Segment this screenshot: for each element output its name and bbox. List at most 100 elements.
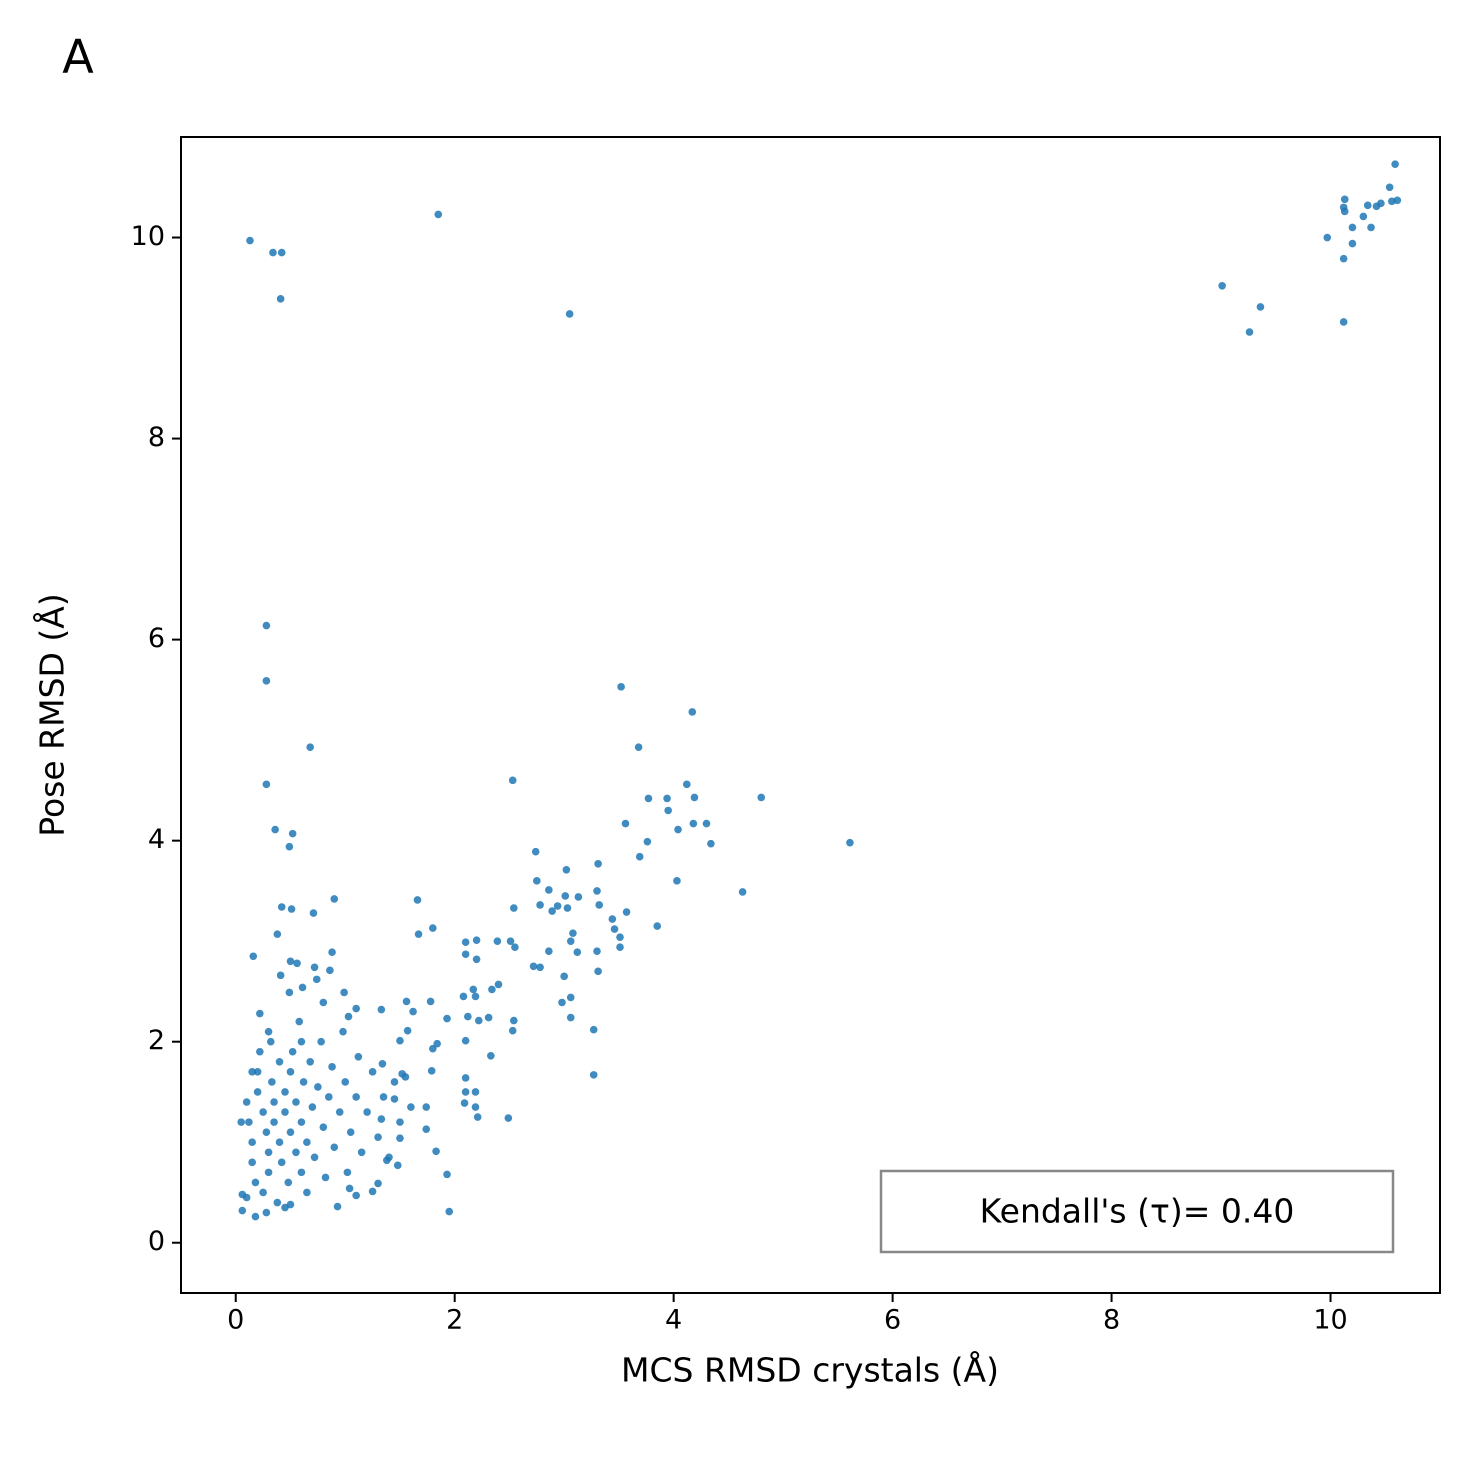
point	[352, 1093, 360, 1101]
point	[319, 998, 328, 1007]
point	[259, 1188, 267, 1197]
point	[508, 776, 517, 785]
point	[390, 1078, 399, 1086]
point	[558, 998, 566, 1007]
y-tick-label: 6	[148, 623, 165, 654]
point	[330, 895, 339, 903]
point	[249, 952, 258, 961]
point	[393, 1161, 402, 1170]
point	[256, 1009, 264, 1018]
point	[688, 708, 697, 716]
point	[248, 1158, 256, 1167]
point	[616, 943, 624, 952]
point	[644, 794, 653, 803]
point	[663, 794, 671, 803]
x-axis-label: MCS RMSD crystals (Å)	[621, 1350, 999, 1390]
point	[566, 1013, 575, 1022]
point	[593, 887, 601, 895]
x-tick-label: 8	[1103, 1305, 1120, 1336]
point	[287, 905, 296, 913]
point	[339, 1027, 347, 1036]
point	[343, 1168, 352, 1177]
point	[266, 1037, 275, 1046]
point	[562, 866, 571, 874]
y-tick-label: 8	[148, 422, 165, 453]
point	[281, 1088, 289, 1096]
point	[308, 1103, 317, 1111]
x-tick-label: 6	[884, 1305, 901, 1336]
point	[702, 819, 711, 828]
point	[533, 877, 541, 885]
annotation-box	[879, 1169, 1395, 1254]
point	[459, 992, 468, 1001]
point	[469, 985, 478, 994]
point	[536, 901, 544, 909]
point	[563, 904, 572, 912]
x-tick-label: 0	[227, 1305, 244, 1336]
point	[610, 925, 619, 933]
point	[345, 1184, 354, 1193]
point	[288, 1047, 297, 1056]
point	[464, 1012, 472, 1021]
point	[471, 992, 480, 1001]
point	[281, 1108, 289, 1116]
point	[285, 842, 294, 851]
point	[403, 1026, 412, 1035]
point	[1339, 254, 1348, 263]
plot-frame	[180, 136, 1441, 1294]
point	[297, 1037, 306, 1046]
point	[461, 1036, 470, 1045]
point	[460, 1099, 469, 1107]
point	[390, 1095, 399, 1103]
point	[1323, 233, 1332, 242]
point	[377, 1005, 386, 1014]
point	[569, 929, 577, 937]
point	[689, 819, 698, 828]
point	[413, 896, 422, 904]
point	[409, 1007, 417, 1016]
point	[363, 1108, 371, 1116]
point	[402, 997, 411, 1006]
point	[738, 888, 747, 896]
point	[262, 677, 271, 685]
point	[510, 904, 518, 912]
point	[293, 959, 301, 968]
point	[634, 743, 643, 751]
point	[566, 937, 575, 945]
point	[309, 909, 318, 917]
point	[427, 1067, 436, 1075]
point	[1340, 195, 1349, 204]
point	[461, 1088, 470, 1096]
point	[286, 1128, 295, 1136]
point	[529, 962, 538, 971]
point	[1218, 281, 1226, 290]
point	[494, 980, 503, 989]
point	[326, 966, 334, 975]
point	[374, 1179, 382, 1188]
point	[303, 1188, 311, 1197]
annotation: Kendall's (τ)= 0.40	[980, 1192, 1295, 1231]
point	[1340, 207, 1349, 216]
point	[565, 310, 574, 318]
point	[264, 1168, 273, 1177]
point	[346, 1128, 355, 1136]
point	[461, 1074, 470, 1082]
point	[536, 963, 544, 972]
point	[707, 839, 715, 848]
point	[560, 972, 568, 981]
point	[484, 1013, 493, 1022]
point	[407, 1103, 415, 1111]
point	[621, 819, 630, 828]
point	[328, 1063, 336, 1071]
point	[426, 997, 435, 1006]
point	[473, 1113, 482, 1121]
point	[303, 1138, 311, 1147]
point	[333, 1202, 342, 1211]
y-tick-label: 4	[148, 824, 165, 855]
y-tick-label: 0	[148, 1226, 165, 1257]
point	[589, 1071, 598, 1079]
point	[286, 1068, 295, 1076]
point	[259, 1108, 267, 1116]
point	[277, 248, 286, 257]
